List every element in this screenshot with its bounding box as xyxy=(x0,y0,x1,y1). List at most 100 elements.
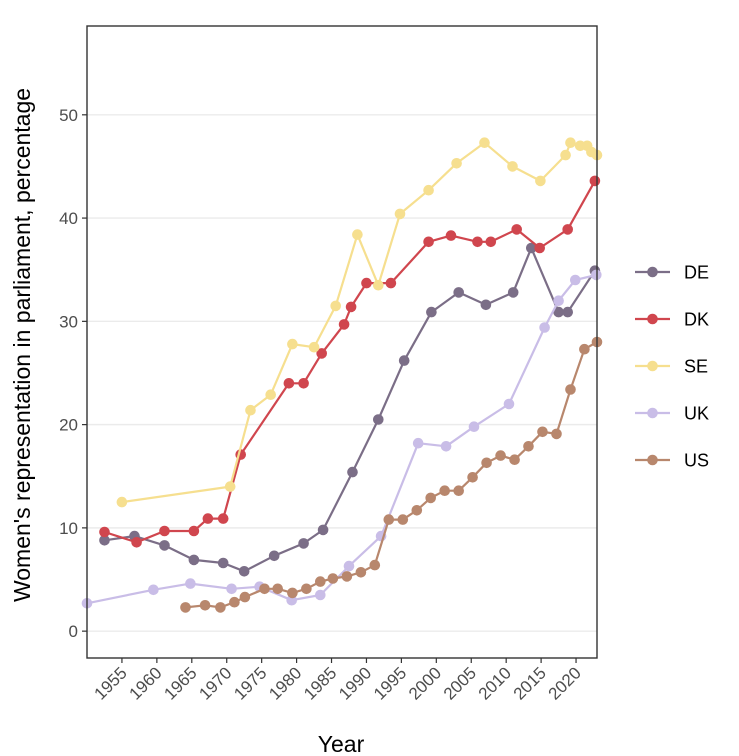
data-point xyxy=(562,306,573,318)
x-tick-label: 2000 xyxy=(405,663,445,703)
data-point xyxy=(553,306,564,318)
data-point xyxy=(287,338,298,350)
data-point xyxy=(439,485,451,497)
data-point xyxy=(159,525,170,537)
data-point xyxy=(481,457,492,469)
y-axis: 0 10 20 30 40 50 xyxy=(59,106,87,641)
data-point xyxy=(589,175,601,187)
legend-label: US xyxy=(684,451,709,471)
series-line xyxy=(104,246,596,573)
series-uk xyxy=(81,269,602,609)
data-point xyxy=(523,441,534,452)
series-line xyxy=(104,180,596,544)
data-point xyxy=(479,137,490,148)
data-point xyxy=(553,295,564,307)
x-tick-label: 2010 xyxy=(475,663,515,703)
y-tick-label: 0 xyxy=(69,622,78,641)
data-point xyxy=(238,566,250,577)
x-tick-label: 1955 xyxy=(91,663,131,703)
y-tick-label: 30 xyxy=(59,312,78,331)
gridlines xyxy=(87,114,597,632)
data-point xyxy=(394,208,406,220)
data-point xyxy=(188,554,200,566)
data-point xyxy=(480,299,492,311)
data-point xyxy=(341,571,353,582)
data-point xyxy=(383,514,395,525)
data-point xyxy=(268,550,280,562)
data-point xyxy=(373,414,384,425)
data-point xyxy=(239,591,251,603)
x-tick-label: 1980 xyxy=(265,663,305,703)
data-point xyxy=(509,454,520,466)
data-point xyxy=(440,441,452,452)
x-axis: 1955196019651970197519801985199019952000… xyxy=(91,658,585,704)
data-point xyxy=(373,279,384,291)
data-point xyxy=(507,161,518,172)
legend: DE DK SE UK US xyxy=(635,263,709,471)
x-tick-label: 1995 xyxy=(370,663,410,703)
data-point xyxy=(526,242,537,254)
y-tick-label: 20 xyxy=(59,416,78,435)
data-point xyxy=(445,230,457,241)
x-tick-label: 1975 xyxy=(230,663,270,703)
data-point xyxy=(224,481,236,492)
series-dk xyxy=(99,175,601,548)
data-point xyxy=(369,559,381,571)
data-point xyxy=(148,584,159,596)
data-point xyxy=(159,540,170,551)
x-tick-label: 2015 xyxy=(510,663,550,703)
data-point xyxy=(565,384,576,395)
x-tick-label: 1970 xyxy=(195,663,235,703)
data-point xyxy=(116,496,128,508)
x-tick-label: 1985 xyxy=(300,663,340,703)
x-axis-title: Year xyxy=(318,731,365,756)
data-point xyxy=(485,236,497,248)
data-point xyxy=(283,378,295,389)
legend-key-point xyxy=(647,454,658,466)
legend-key-point xyxy=(647,360,658,372)
legend-key-point xyxy=(647,313,658,325)
data-point xyxy=(131,537,142,548)
data-point xyxy=(298,538,309,549)
legend-item-de: DE xyxy=(635,263,709,283)
legend-key-point xyxy=(647,407,658,419)
data-point xyxy=(453,485,465,497)
data-point xyxy=(535,175,546,187)
data-point xyxy=(411,505,423,516)
data-point xyxy=(385,277,397,289)
data-point xyxy=(217,557,229,569)
data-point xyxy=(565,137,576,148)
data-point xyxy=(361,277,372,289)
data-point xyxy=(185,578,196,589)
data-point xyxy=(287,587,298,599)
y-tick-label: 10 xyxy=(59,519,78,538)
data-point xyxy=(503,398,515,410)
plot-panel-border xyxy=(86,25,598,659)
data-point xyxy=(507,287,519,298)
data-point xyxy=(180,602,191,613)
data-point xyxy=(202,513,214,524)
data-point xyxy=(579,343,590,355)
data-point xyxy=(259,583,270,595)
data-point xyxy=(352,229,363,240)
data-point xyxy=(551,428,562,440)
data-point xyxy=(272,583,284,595)
data-point xyxy=(317,524,329,536)
data-point xyxy=(199,600,211,611)
data-point xyxy=(412,437,424,449)
legend-item-dk: DK xyxy=(635,310,709,330)
data-point xyxy=(265,389,277,401)
data-point xyxy=(99,526,110,538)
data-point xyxy=(315,576,326,587)
data-point xyxy=(330,300,342,312)
data-point xyxy=(229,596,240,608)
data-point xyxy=(591,269,602,281)
series-layer xyxy=(81,137,603,613)
x-tick-label: 2020 xyxy=(545,663,585,703)
data-point xyxy=(539,322,550,333)
x-tick-label: 1965 xyxy=(160,663,200,703)
data-point xyxy=(570,274,581,286)
data-point xyxy=(453,287,465,298)
data-point xyxy=(315,589,326,601)
